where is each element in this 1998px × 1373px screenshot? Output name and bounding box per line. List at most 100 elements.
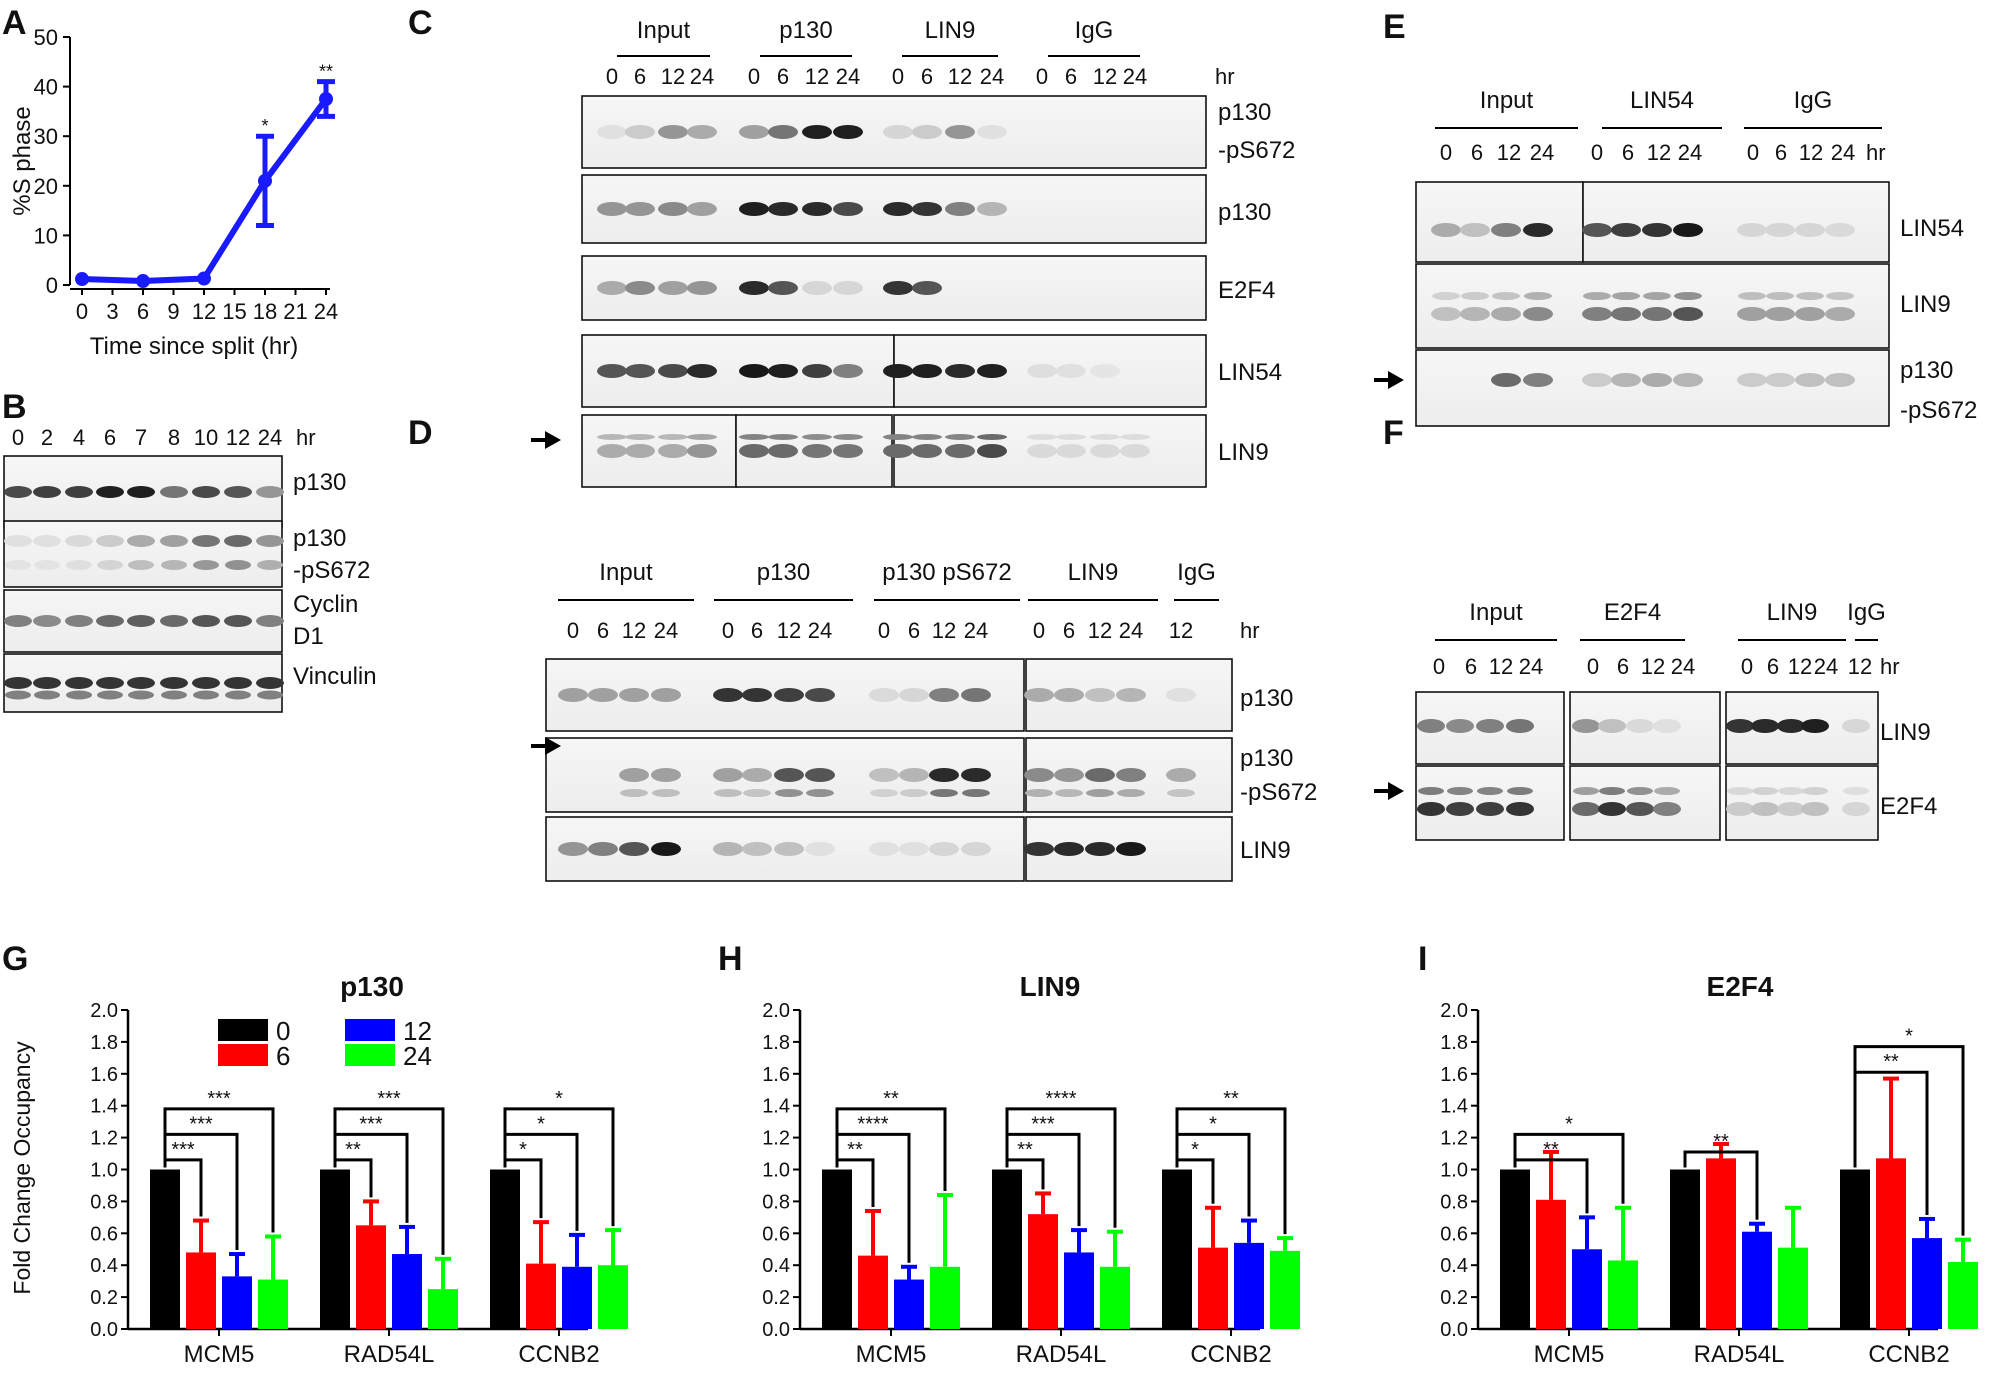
y-tick-label: 1.2 [1440, 1128, 1468, 1150]
legend-label: 0 [276, 1016, 290, 1046]
lane-timepoint: 12 [1093, 64, 1117, 89]
blot-label: p130 [293, 525, 346, 552]
band [1778, 787, 1804, 795]
band [912, 125, 942, 139]
arrow-indicator [1374, 371, 1404, 389]
band [739, 434, 769, 440]
bar [1778, 1247, 1808, 1329]
band [1431, 223, 1461, 237]
band [1572, 719, 1600, 733]
lane-timepoint: 0 [567, 618, 579, 643]
lane-timepoint: 6 [921, 64, 933, 89]
panel-b-blot: 0 2 4 6 7 8 10 12 24 hrp130p130-pS672CyclinD1Vinc… [3, 425, 377, 713]
band [961, 768, 991, 782]
band [1582, 307, 1612, 321]
band [713, 768, 743, 782]
blot-label: E2F4 [1218, 277, 1275, 304]
band [802, 444, 832, 458]
band [257, 560, 283, 570]
band [1056, 444, 1086, 458]
panel-letters: A B C D E F G H I [2, 4, 1427, 978]
group-label: p130 [757, 559, 810, 586]
y-tick-label: 1.2 [762, 1128, 790, 1150]
band [1796, 292, 1824, 300]
blot-strip [1415, 181, 1584, 263]
category-label: MCM5 [1534, 1341, 1605, 1368]
band [597, 364, 627, 378]
category-label: CCNB2 [518, 1341, 599, 1368]
band [1054, 688, 1084, 702]
band [1738, 292, 1766, 300]
band [160, 677, 188, 689]
significance-bracket [333, 1107, 445, 1255]
blot-strip [1415, 263, 1890, 349]
band [899, 688, 929, 702]
lane-timepoint: 0 [1440, 140, 1452, 165]
band [1417, 719, 1445, 733]
y-tick-label: 0.8 [1440, 1191, 1468, 1213]
band [912, 364, 942, 378]
band [161, 690, 187, 700]
blot-label: LIN9 [1880, 719, 1931, 746]
band [1726, 802, 1754, 816]
y-tick-label: 1.8 [762, 1032, 790, 1054]
lane-timepoint: 24 [1519, 654, 1543, 679]
blot-label: LIN9 [1240, 837, 1291, 864]
significance-mark: ** [883, 1088, 899, 1110]
band [912, 434, 942, 440]
band [687, 281, 717, 295]
category-label: CCNB2 [1868, 1341, 1949, 1368]
panel-letter-e: E [1383, 8, 1406, 46]
band [774, 688, 804, 702]
y-tick-label: 0.2 [1440, 1287, 1468, 1309]
bar [258, 1279, 288, 1329]
band [66, 690, 92, 700]
significance-mark: * [1191, 1139, 1199, 1161]
band [160, 535, 188, 547]
band [597, 444, 627, 458]
band [1765, 373, 1795, 387]
bar [1536, 1199, 1566, 1329]
band [883, 434, 913, 440]
x-tick-label: 6 [137, 299, 149, 324]
band [1491, 307, 1521, 321]
band [768, 434, 798, 440]
group-label: Input [1480, 87, 1534, 114]
band [1611, 373, 1641, 387]
band [1826, 292, 1854, 300]
lane-timepoint: 0 [878, 618, 890, 643]
band [1626, 719, 1654, 733]
significance-mark: **** [1045, 1088, 1076, 1110]
group-label: IgG [1794, 87, 1833, 114]
bar [1948, 1262, 1978, 1329]
lane-timepoint: 12 [777, 618, 801, 643]
group-label: LIN9 [925, 17, 976, 44]
band [33, 535, 61, 547]
bar-chart-i: E2F4 0.0 0.2 0.4 0.6 0.8 1.0 1.2 1.4 1.6 1.8 2.0 MCM… [1440, 971, 1978, 1368]
band [833, 364, 863, 378]
band [1085, 842, 1115, 856]
group-label: IgG [1177, 559, 1216, 586]
band [1795, 307, 1825, 321]
band [1507, 787, 1533, 795]
lane-timepoint: 6 [634, 64, 646, 89]
group-label: LIN9 [1068, 559, 1119, 586]
bar-charts: p130 0.0 0.2 0.4 0.6 0.8 1.0 1.2 1.4 1.6 1.8 2.0 Fol… [9, 971, 1978, 1368]
significance-mark: ** [319, 62, 333, 82]
lane-timepoint: 12 [1788, 654, 1812, 679]
band [651, 842, 681, 856]
group-label: Input [599, 559, 653, 586]
bar-chart-g: p130 0.0 0.2 0.4 0.6 0.8 1.0 1.2 1.4 1.6 1.8 2.0 Fol… [9, 971, 628, 1368]
y-tick-label: 0.2 [762, 1287, 790, 1309]
band [1090, 434, 1120, 440]
hr-unit: hr [1240, 618, 1260, 643]
lane-timepoint: 12 [948, 64, 972, 89]
band [687, 202, 717, 216]
panel-letter-f: F [1383, 414, 1404, 452]
bar [1270, 1250, 1300, 1329]
significance-mark: *** [359, 1113, 383, 1135]
bar [1064, 1252, 1094, 1329]
lane-timepoint: 12 [661, 64, 685, 89]
panel-letter-i: I [1418, 940, 1427, 978]
band [1825, 373, 1855, 387]
